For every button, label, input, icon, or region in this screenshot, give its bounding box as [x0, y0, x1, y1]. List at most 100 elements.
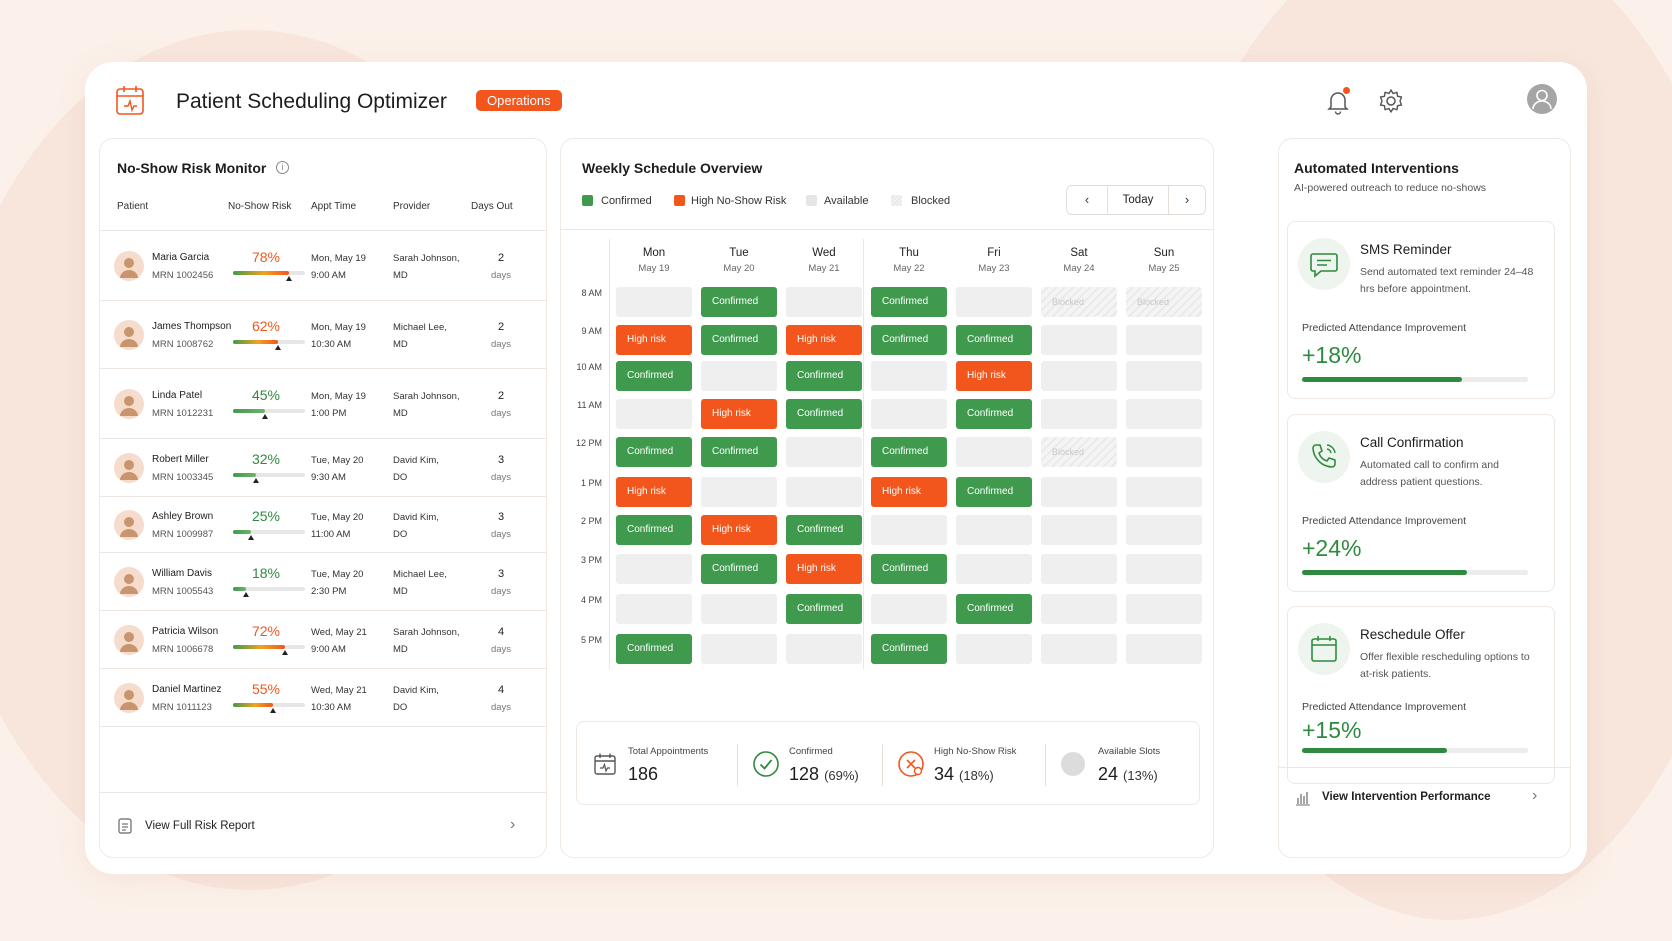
slot-available[interactable]	[1126, 399, 1202, 429]
slot-confirmed[interactable]: Confirmed	[616, 634, 692, 664]
slot-confirmed[interactable]: Confirmed	[871, 554, 947, 584]
slot-available[interactable]	[1041, 554, 1117, 584]
slot-confirmed[interactable]: Confirmed	[786, 361, 862, 391]
notifications-button[interactable]	[1323, 86, 1353, 116]
slot-available[interactable]	[956, 515, 1032, 545]
summary-total-label: Total Appointments	[628, 746, 709, 757]
slot-available[interactable]	[1126, 554, 1202, 584]
user-icon	[120, 258, 138, 278]
metric-label: Predicted Attendance Improvement	[1302, 701, 1467, 713]
slot-available[interactable]	[871, 594, 947, 624]
slot-available[interactable]	[956, 287, 1032, 317]
slot-available[interactable]	[1041, 515, 1117, 545]
table-row[interactable]: Maria Garcia MRN 1002456 78% Mon, May 19 9:0…	[100, 231, 546, 301]
slot-high[interactable]: High risk	[616, 325, 692, 355]
table-row[interactable]: Daniel Martinez MRN 1011123 55% Wed, May 21…	[100, 669, 546, 727]
call-confirmation-card[interactable]: Call Confirmation Automated call to conf…	[1287, 414, 1555, 592]
slot-available[interactable]	[701, 361, 777, 391]
slot-available[interactable]	[1041, 477, 1117, 507]
table-row[interactable]: Ashley Brown MRN 1009987 25% Tue, May 20 11:…	[100, 497, 546, 553]
slot-available[interactable]	[871, 361, 947, 391]
slot-blocked[interactable]: Blocked	[1126, 287, 1202, 317]
slot-confirmed[interactable]: Confirmed	[871, 287, 947, 317]
slot-available[interactable]	[616, 399, 692, 429]
slot-available[interactable]	[701, 634, 777, 664]
slot-available[interactable]	[956, 554, 1032, 584]
slot-available[interactable]	[871, 515, 947, 545]
slot-high[interactable]: High risk	[871, 477, 947, 507]
slot-available[interactable]	[871, 399, 947, 429]
slot-high[interactable]: High risk	[701, 515, 777, 545]
slot-available[interactable]	[956, 437, 1032, 467]
settings-button[interactable]	[1376, 86, 1406, 116]
divider	[100, 230, 546, 231]
sms-reminder-card[interactable]: SMS Reminder Send automated text reminde…	[1287, 221, 1555, 399]
slot-available[interactable]	[786, 437, 862, 467]
patient-name: Ashley Brown	[152, 511, 214, 522]
slot-available[interactable]	[1126, 594, 1202, 624]
table-row[interactable]: William Davis MRN 1005543 18% Tue, May 20 2:…	[100, 553, 546, 611]
slot-available[interactable]	[701, 477, 777, 507]
slot-blocked[interactable]: Blocked	[1041, 437, 1117, 467]
slot-confirmed[interactable]: Confirmed	[701, 437, 777, 467]
slot-available[interactable]	[616, 594, 692, 624]
app-window: Patient Scheduling Optimizer Operations …	[85, 62, 1587, 874]
slot-available[interactable]	[1041, 634, 1117, 664]
day-date: May 21	[808, 263, 840, 274]
slot-high[interactable]: High risk	[956, 361, 1032, 391]
slot-confirmed[interactable]: Confirmed	[786, 594, 862, 624]
table-row[interactable]: Patricia Wilson MRN 1006678 72% Wed, May 21…	[100, 611, 546, 669]
view-intervention-performance-link[interactable]: View Intervention Performance ›	[1279, 767, 1570, 827]
table-row[interactable]: Linda Patel MRN 1012231 45% Mon, May 19 1:00…	[100, 369, 546, 439]
next-week-button[interactable]: ›	[1184, 192, 1190, 207]
today-button[interactable]: Today	[1107, 186, 1169, 214]
slot-available[interactable]	[1126, 515, 1202, 545]
slot-available[interactable]	[1041, 399, 1117, 429]
slot-confirmed[interactable]: Confirmed	[616, 437, 692, 467]
slot-confirmed[interactable]: Confirmed	[616, 361, 692, 391]
slot-confirmed[interactable]: Confirmed	[956, 477, 1032, 507]
patient-mrn: MRN 1003345	[152, 472, 214, 483]
slot-available[interactable]	[1126, 361, 1202, 391]
slot-high[interactable]: High risk	[701, 399, 777, 429]
slot-high[interactable]: High risk	[786, 554, 862, 584]
prev-week-button[interactable]: ‹	[1084, 192, 1090, 207]
slot-available[interactable]	[1041, 594, 1117, 624]
slot-confirmed[interactable]: Confirmed	[956, 399, 1032, 429]
slot-available[interactable]	[1126, 325, 1202, 355]
slot-confirmed[interactable]: Confirmed	[871, 437, 947, 467]
slot-available[interactable]	[616, 287, 692, 317]
slot-confirmed[interactable]: Confirmed	[786, 399, 862, 429]
user-avatar-button[interactable]	[1527, 84, 1557, 114]
slot-available[interactable]	[701, 594, 777, 624]
slot-available[interactable]	[1126, 437, 1202, 467]
reschedule-offer-card[interactable]: Reschedule Offer Offer flexible reschedu…	[1287, 606, 1555, 784]
provider-credential: MD	[393, 586, 408, 597]
slot-available[interactable]	[956, 634, 1032, 664]
slot-confirmed[interactable]: Confirmed	[701, 554, 777, 584]
slot-confirmed[interactable]: Confirmed	[701, 287, 777, 317]
slot-blocked[interactable]: Blocked	[1041, 287, 1117, 317]
slot-available[interactable]	[786, 477, 862, 507]
slot-confirmed[interactable]: Confirmed	[871, 325, 947, 355]
slot-available[interactable]	[1126, 634, 1202, 664]
slot-confirmed[interactable]: Confirmed	[956, 594, 1032, 624]
table-row[interactable]: Robert Miller MRN 1003345 32% Tue, May 20 9:…	[100, 439, 546, 497]
slot-available[interactable]	[786, 634, 862, 664]
info-icon[interactable]: i	[276, 161, 289, 174]
slot-confirmed[interactable]: Confirmed	[956, 325, 1032, 355]
slot-available[interactable]	[616, 554, 692, 584]
slot-available[interactable]	[1041, 361, 1117, 391]
slot-available[interactable]	[786, 287, 862, 317]
slot-available[interactable]	[1041, 325, 1117, 355]
patient-mrn: MRN 1008762	[152, 339, 214, 350]
slot-high[interactable]: High risk	[786, 325, 862, 355]
slot-high[interactable]: High risk	[616, 477, 692, 507]
slot-confirmed[interactable]: Confirmed	[871, 634, 947, 664]
slot-confirmed[interactable]: Confirmed	[786, 515, 862, 545]
slot-confirmed[interactable]: Confirmed	[701, 325, 777, 355]
slot-available[interactable]	[1126, 477, 1202, 507]
slot-confirmed[interactable]: Confirmed	[616, 515, 692, 545]
view-risk-report-link[interactable]: View Full Risk Report ›	[100, 792, 546, 858]
table-row[interactable]: James Thompson MRN 1008762 62% Mon, May 19 1…	[100, 301, 546, 369]
